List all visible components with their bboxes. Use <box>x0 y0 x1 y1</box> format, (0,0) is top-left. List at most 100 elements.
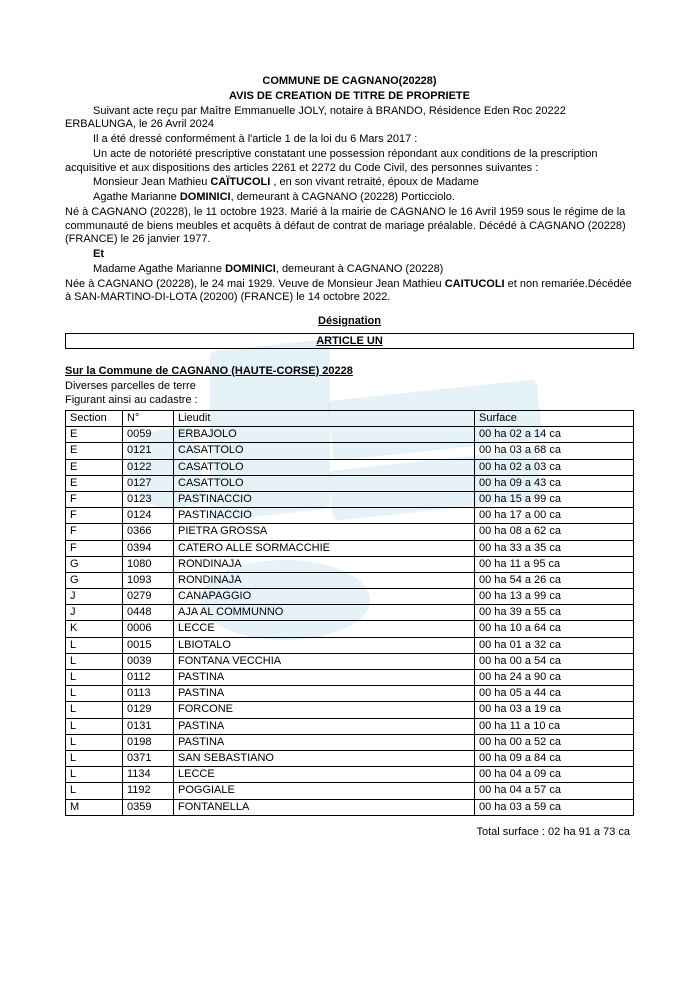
person2-details: Née à CAGNANO (20228), le 24 mai 1929. V… <box>65 278 634 306</box>
cell-numero: 0112 <box>123 670 174 686</box>
text: Agathe Marianne <box>93 191 180 203</box>
cell-surface: 00 ha 33 a 35 ca <box>475 540 634 556</box>
intro-para-1: Suivant acte reçu par Maître Emmanuelle … <box>65 105 634 133</box>
person1-details: Né à CAGNANO (20228), le 11 octobre 1923… <box>65 206 634 247</box>
cell-surface: 00 ha 15 a 99 ca <box>475 491 634 507</box>
cell-numero: 0122 <box>123 459 174 475</box>
cell-section: F <box>66 491 123 507</box>
cell-surface: 00 ha 05 a 44 ca <box>475 686 634 702</box>
cell-lieudit: CASATTOLO <box>174 475 475 491</box>
cell-lieudit: FONTANA VECCHIA <box>174 653 475 669</box>
cell-section: F <box>66 524 123 540</box>
col-numero: N° <box>123 411 174 427</box>
cell-lieudit: PASTINA <box>174 734 475 750</box>
cell-section: L <box>66 783 123 799</box>
table-row: L1192POGGIALE00 ha 04 a 57 ca <box>66 783 634 799</box>
cell-surface: 00 ha 11 a 95 ca <box>475 556 634 572</box>
table-row: L0015LBIOTALO00 ha 01 a 32 ca <box>66 637 634 653</box>
and-separator: Et <box>65 248 634 262</box>
table-row: M0359FONTANELLA00 ha 03 a 59 ca <box>66 799 634 815</box>
cell-section: F <box>66 508 123 524</box>
cell-lieudit: LECCE <box>174 767 475 783</box>
cell-surface: 00 ha 04 a 57 ca <box>475 783 634 799</box>
cell-section: J <box>66 589 123 605</box>
title-line-2: AVIS DE CREATION DE TITRE DE PROPRIETE <box>65 90 634 104</box>
cell-section: L <box>66 702 123 718</box>
title-line-1: COMMUNE DE CAGNANO(20228) <box>65 75 634 89</box>
cell-lieudit: CATERO ALLE SORMACCHIE <box>174 540 475 556</box>
document-page: COMMUNE DE CAGNANO(20228) AVIS DE CREATI… <box>0 0 699 880</box>
table-row: E0122CASATTOLO00 ha 02 a 03 ca <box>66 459 634 475</box>
cell-section: G <box>66 572 123 588</box>
cell-lieudit: CASATTOLO <box>174 459 475 475</box>
table-row: F0123PASTINACCIO00 ha 15 a 99 ca <box>66 491 634 507</box>
cell-surface: 00 ha 08 a 62 ca <box>475 524 634 540</box>
table-row: J0279CANAPAGGIO00 ha 13 a 99 ca <box>66 589 634 605</box>
cell-surface: 00 ha 09 a 43 ca <box>475 475 634 491</box>
cell-numero: 0006 <box>123 621 174 637</box>
cell-lieudit: RONDINAJA <box>174 556 475 572</box>
cell-surface: 00 ha 00 a 54 ca <box>475 653 634 669</box>
text: , en son vivant retraité, époux de Madam… <box>270 176 479 188</box>
cell-surface: 00 ha 10 a 64 ca <box>475 621 634 637</box>
table-row: F0124PASTINACCIO00 ha 17 a 00 ca <box>66 508 634 524</box>
cell-numero: 0371 <box>123 750 174 766</box>
cell-numero: 0123 <box>123 491 174 507</box>
cell-section: E <box>66 459 123 475</box>
cell-section: K <box>66 621 123 637</box>
cell-lieudit: PIETRA GROSSA <box>174 524 475 540</box>
table-row: F0366PIETRA GROSSA00 ha 08 a 62 ca <box>66 524 634 540</box>
text: Née à CAGNANO (20228), le 24 mai 1929. V… <box>65 278 445 290</box>
cell-surface: 00 ha 02 a 14 ca <box>475 427 634 443</box>
cell-lieudit: CASATTOLO <box>174 443 475 459</box>
cell-lieudit: PASTINA <box>174 686 475 702</box>
text: Madame Agathe Marianne <box>93 263 225 275</box>
cell-numero: 0394 <box>123 540 174 556</box>
cell-numero: 0129 <box>123 702 174 718</box>
cell-section: L <box>66 653 123 669</box>
cell-numero: 0448 <box>123 605 174 621</box>
commune-line: Sur la Commune de CAGNANO (HAUTE-CORSE) … <box>65 365 634 379</box>
parcelles-line: Diverses parcelles de terre <box>65 380 634 394</box>
table-row: K0006LECCE00 ha 10 a 64 ca <box>66 621 634 637</box>
table-header-row: Section N° Lieudit Surface <box>66 411 634 427</box>
table-row: L0113PASTINA00 ha 05 a 44 ca <box>66 686 634 702</box>
cell-numero: 0279 <box>123 589 174 605</box>
cell-surface: 00 ha 01 a 32 ca <box>475 637 634 653</box>
person1-line2: Agathe Marianne DOMINICI, demeurant à CA… <box>65 191 634 205</box>
col-lieudit: Lieudit <box>174 411 475 427</box>
cell-numero: 0121 <box>123 443 174 459</box>
intro-para-3: Un acte de notoriété prescriptive consta… <box>65 148 634 176</box>
table-row: L0198PASTINA00 ha 00 a 52 ca <box>66 734 634 750</box>
table-row: G1093RONDINAJA00 ha 54 a 26 ca <box>66 572 634 588</box>
col-surface: Surface <box>475 411 634 427</box>
total-surface: Total surface : 02 ha 91 a 73 ca <box>65 826 634 840</box>
cell-numero: 1080 <box>123 556 174 572</box>
person1-surname: CAÏTUCOLI <box>210 176 270 188</box>
cell-section: L <box>66 750 123 766</box>
table-row: E0121CASATTOLO00 ha 03 a 68 ca <box>66 443 634 459</box>
cell-lieudit: POGGIALE <box>174 783 475 799</box>
cell-numero: 0359 <box>123 799 174 815</box>
cell-section: G <box>66 556 123 572</box>
person2-line1: Madame Agathe Marianne DOMINICI, demeura… <box>65 263 634 277</box>
cell-lieudit: FORCONE <box>174 702 475 718</box>
table-row: L0129FORCONE00 ha 03 a 19 ca <box>66 702 634 718</box>
cell-surface: 00 ha 04 a 09 ca <box>475 767 634 783</box>
cell-lieudit: PASTINA <box>174 670 475 686</box>
cell-numero: 0124 <box>123 508 174 524</box>
cell-numero: 0015 <box>123 637 174 653</box>
spouse-surname: DOMINICI <box>180 191 231 203</box>
table-row: E0059ERBAJOLO00 ha 02 a 14 ca <box>66 427 634 443</box>
cell-lieudit: LECCE <box>174 621 475 637</box>
article-un-label: ARTICLE UN <box>316 335 383 347</box>
cell-surface: 00 ha 54 a 26 ca <box>475 572 634 588</box>
text: Monsieur Jean Mathieu <box>93 176 210 188</box>
cell-section: E <box>66 475 123 491</box>
cell-numero: 0127 <box>123 475 174 491</box>
cell-surface: 00 ha 00 a 52 ca <box>475 734 634 750</box>
table-row: F0394CATERO ALLE SORMACCHIE00 ha 33 a 35… <box>66 540 634 556</box>
cell-numero: 1093 <box>123 572 174 588</box>
text: , demeurant à CAGNANO (20228) Porticciol… <box>231 191 455 203</box>
cell-numero: 0059 <box>123 427 174 443</box>
